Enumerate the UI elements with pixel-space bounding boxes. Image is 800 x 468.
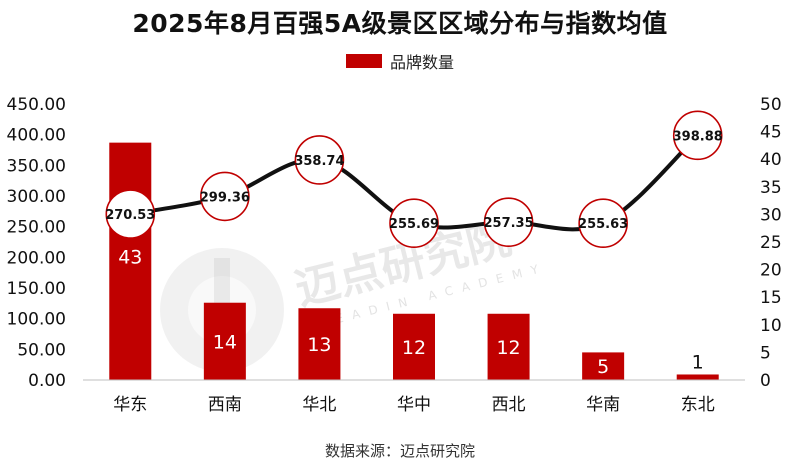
y-right-tick-label: 35 bbox=[760, 178, 782, 198]
y-right-tick-label: 0 bbox=[760, 371, 771, 391]
line-point-marker bbox=[578, 198, 628, 249]
x-category-label: 华中 bbox=[397, 395, 431, 415]
line-point-label: 299.36 bbox=[200, 190, 250, 205]
bar-value-label: 43 bbox=[118, 247, 142, 269]
y-right-tick-label: 10 bbox=[760, 316, 782, 336]
bar bbox=[487, 313, 530, 380]
line-point-marker bbox=[483, 197, 534, 247]
x-category-label: 华北 bbox=[302, 395, 336, 415]
line-point-marker bbox=[672, 110, 723, 161]
line-point-label: 270.53 bbox=[105, 208, 155, 223]
bar bbox=[298, 308, 341, 380]
bar-value-label: 12 bbox=[402, 337, 426, 359]
bar-value-label: 1 bbox=[692, 351, 704, 373]
line-point-label: 358.74 bbox=[294, 154, 344, 169]
bar bbox=[203, 302, 246, 380]
bar-value-label: 12 bbox=[496, 337, 520, 359]
legend: 品牌数量 bbox=[0, 49, 800, 73]
y-left-tick-label: 50.00 bbox=[17, 340, 66, 360]
y-left-tick-label: 350.00 bbox=[7, 156, 66, 176]
y-left-tick-label: 150.00 bbox=[7, 279, 66, 299]
y-left-tick-label: 300.00 bbox=[7, 187, 66, 207]
y-left-tick-label: 400.00 bbox=[7, 126, 66, 146]
y-left-tick-label: 0.00 bbox=[28, 371, 66, 391]
y-right-tick-label: 40 bbox=[760, 150, 782, 170]
line-point-label: 255.63 bbox=[578, 217, 628, 232]
line-point-marker bbox=[294, 135, 345, 185]
y-right-tick-label: 15 bbox=[760, 288, 782, 308]
y-left-tick-label: 450.00 bbox=[7, 95, 66, 115]
line-point-label: 398.88 bbox=[673, 129, 723, 144]
x-category-label: 华南 bbox=[586, 395, 620, 415]
y-right-tick-label: 30 bbox=[760, 205, 782, 225]
line-point-label: 257.35 bbox=[483, 216, 533, 231]
x-category-label: 东北 bbox=[681, 395, 715, 415]
bar-value-label: 5 bbox=[597, 356, 609, 378]
y-left-tick-label: 100.00 bbox=[7, 310, 66, 330]
line-point-marker bbox=[105, 189, 156, 239]
bar-value-label: 14 bbox=[213, 331, 237, 353]
y-left-tick-label: 250.00 bbox=[7, 218, 66, 238]
x-category-label: 华东 bbox=[113, 395, 147, 415]
legend-label: 品牌数量 bbox=[389, 53, 454, 72]
bar bbox=[393, 313, 435, 380]
bar bbox=[109, 142, 152, 380]
bar bbox=[676, 374, 719, 380]
y-right-tick-label: 20 bbox=[760, 261, 782, 281]
legend-swatch bbox=[345, 54, 382, 68]
line-point-marker bbox=[200, 171, 250, 222]
line-point-marker bbox=[389, 198, 439, 248]
x-category-label: 西北 bbox=[492, 395, 526, 415]
bar bbox=[582, 352, 625, 380]
source-note: 数据来源：迈点研究院 bbox=[324, 442, 475, 460]
x-category-label: 西南 bbox=[208, 395, 242, 415]
chart-title: 2025年8月百强5A级景区区域分布与指数均值 bbox=[132, 9, 668, 38]
line-point-label: 255.69 bbox=[389, 217, 439, 232]
y-left-tick-label: 200.00 bbox=[7, 248, 66, 268]
y-right-tick-label: 5 bbox=[760, 343, 771, 363]
y-right-tick-label: 50 bbox=[760, 95, 782, 115]
bar-value-label: 13 bbox=[307, 334, 331, 356]
y-right-tick-label: 45 bbox=[760, 123, 782, 143]
y-right-tick-label: 25 bbox=[760, 233, 782, 253]
